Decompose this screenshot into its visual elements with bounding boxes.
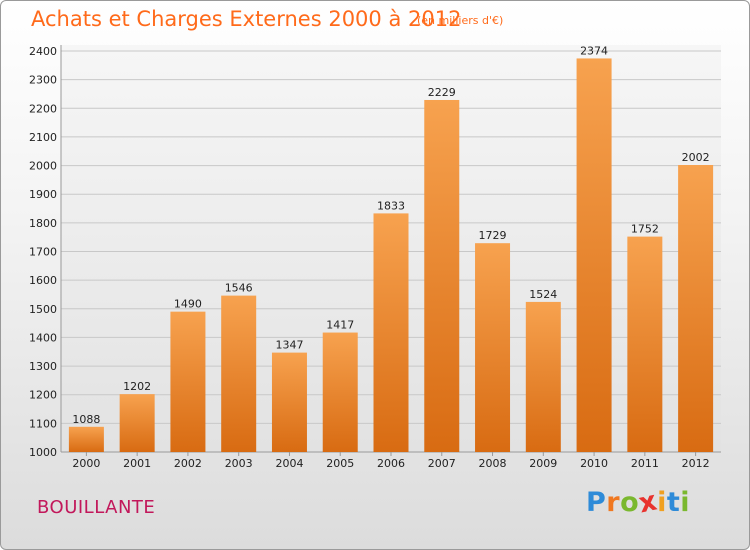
bars xyxy=(68,58,714,453)
x-tick-label: 2011 xyxy=(631,457,659,470)
logo-letter: i xyxy=(657,487,667,518)
value-label: 2002 xyxy=(682,151,710,164)
value-label: 1752 xyxy=(631,223,659,236)
value-label: 1088 xyxy=(72,413,100,426)
x-tick-label: 2000 xyxy=(72,457,100,470)
bar[interactable] xyxy=(221,295,257,452)
bar[interactable] xyxy=(170,311,206,452)
value-labels: 1088 1202 1490 1546 1347 1417 1833 2229 1729 1524… xyxy=(72,44,709,425)
logo-letter: r xyxy=(606,487,621,518)
value-label: 1490 xyxy=(174,298,202,311)
logo-letter: t xyxy=(666,487,681,518)
y-tick-label: 1800 xyxy=(29,217,57,230)
x-axis: 2000 2001 2002 2003 2004 2005 2006 2007 2008 2009… xyxy=(72,452,710,470)
x-tick-label: 2005 xyxy=(326,457,354,470)
value-label: 1202 xyxy=(123,380,151,393)
y-tick-label: 1300 xyxy=(29,360,57,373)
proxiti-logo[interactable]: Proxiti xyxy=(586,485,691,519)
y-tick-label: 1700 xyxy=(29,246,57,259)
chart-title: Achats et Charges Externes 2000 à 2012 xyxy=(31,7,462,31)
y-tick-label: 1400 xyxy=(29,331,57,344)
y-tick-label: 2400 xyxy=(29,45,57,58)
value-label: 1417 xyxy=(326,319,354,332)
x-tick-label: 2001 xyxy=(123,457,151,470)
value-label: 1729 xyxy=(479,229,507,242)
chart-subtitle: (en milliers d'€) xyxy=(417,14,504,27)
bar[interactable] xyxy=(576,58,612,452)
x-tick-label: 2008 xyxy=(479,457,507,470)
x-tick-label: 2002 xyxy=(174,457,202,470)
bar[interactable] xyxy=(525,301,561,452)
x-tick-label: 2010 xyxy=(580,457,608,470)
x-tick-label: 2012 xyxy=(682,457,710,470)
y-tick-label: 2000 xyxy=(29,160,57,173)
value-label: 2374 xyxy=(580,44,608,57)
y-tick-label: 2300 xyxy=(29,74,57,87)
bar[interactable] xyxy=(68,426,104,452)
x-tick-label: 2003 xyxy=(225,457,253,470)
value-label: 2229 xyxy=(428,86,456,99)
bar[interactable] xyxy=(678,164,714,452)
bar[interactable] xyxy=(119,394,155,452)
value-label: 1524 xyxy=(529,288,557,301)
bar[interactable] xyxy=(475,243,511,452)
logo-letter: P xyxy=(586,487,607,518)
bar[interactable] xyxy=(271,352,307,452)
x-tick-label: 2009 xyxy=(529,457,557,470)
y-tick-label: 1100 xyxy=(29,417,57,430)
y-tick-label: 1200 xyxy=(29,389,57,402)
town-name: BOUILLANTE xyxy=(37,497,156,518)
y-tick-label: 1000 xyxy=(29,446,57,459)
y-tick-label: 1600 xyxy=(29,274,57,287)
bar[interactable] xyxy=(322,332,358,452)
bar[interactable] xyxy=(627,236,663,452)
bar[interactable] xyxy=(424,99,460,453)
x-tick-label: 2007 xyxy=(428,457,456,470)
value-label: 1833 xyxy=(377,199,405,212)
y-tick-label: 2200 xyxy=(29,102,57,115)
y-tick-label: 2100 xyxy=(29,131,57,144)
y-tick-label: 1500 xyxy=(29,303,57,316)
bar[interactable] xyxy=(373,213,409,452)
logo-letter: i xyxy=(680,487,691,518)
value-label: 1347 xyxy=(275,339,303,352)
logo-letter: o xyxy=(620,487,640,518)
x-tick-label: 2004 xyxy=(275,457,303,470)
value-label: 1546 xyxy=(225,282,253,295)
x-tick-label: 2006 xyxy=(377,457,405,470)
y-tick-label: 1900 xyxy=(29,188,57,201)
